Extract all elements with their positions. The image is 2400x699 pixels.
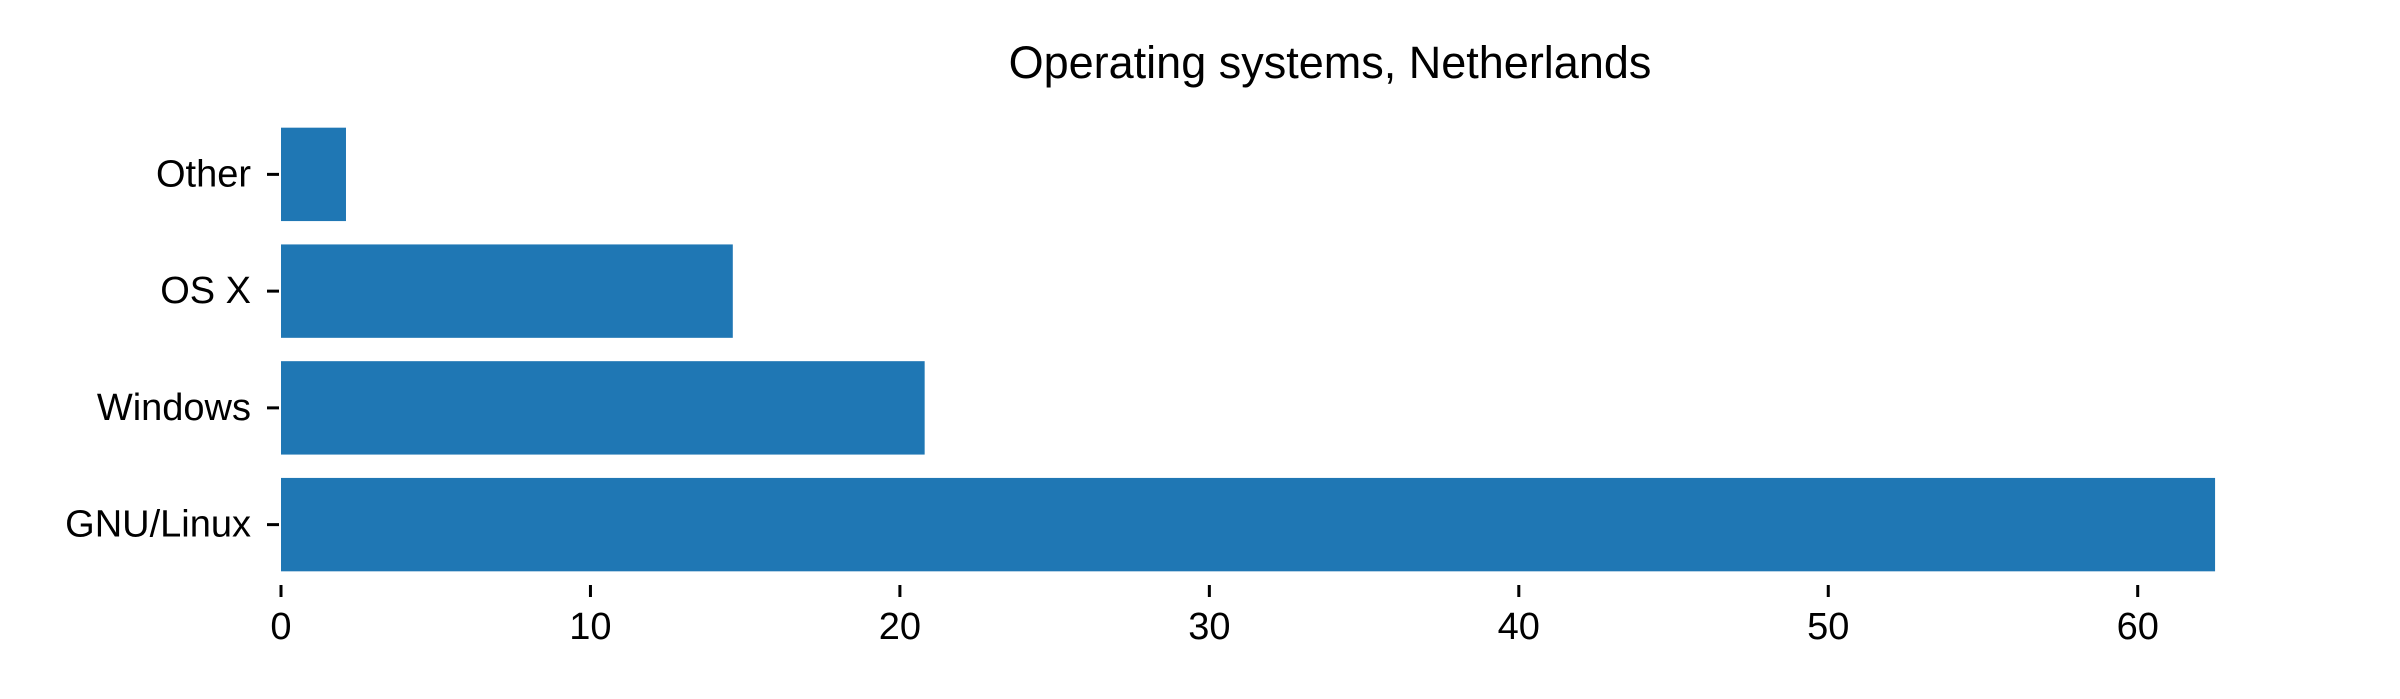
x-tick-label: 10 bbox=[569, 606, 611, 648]
chart-title: Operating systems, Netherlands bbox=[1009, 37, 1652, 88]
x-tick-label: 50 bbox=[1807, 606, 1849, 648]
x-tick-label: 40 bbox=[1498, 606, 1540, 648]
x-tick-label: 20 bbox=[879, 606, 921, 648]
x-tick-label: 0 bbox=[270, 606, 291, 648]
x-axis: 0 10 20 30 40 50 60 bbox=[270, 585, 2159, 648]
y-tick-label: Other bbox=[156, 153, 251, 195]
x-tick-label: 60 bbox=[2117, 606, 2159, 648]
bar-other bbox=[281, 127, 346, 222]
y-tick-label: Windows bbox=[97, 387, 251, 429]
bars-layer bbox=[281, 127, 2216, 572]
bar-windows bbox=[281, 361, 925, 455]
y-tick-label: OS X bbox=[160, 270, 251, 312]
y-tick-label: GNU/Linux bbox=[65, 504, 251, 546]
x-tick-label: 30 bbox=[1188, 606, 1230, 648]
bar-gnu-linux bbox=[281, 477, 2216, 572]
y-axis: GNU/Linux Windows OS X Other bbox=[65, 153, 279, 546]
bar-os-x bbox=[281, 244, 733, 338]
